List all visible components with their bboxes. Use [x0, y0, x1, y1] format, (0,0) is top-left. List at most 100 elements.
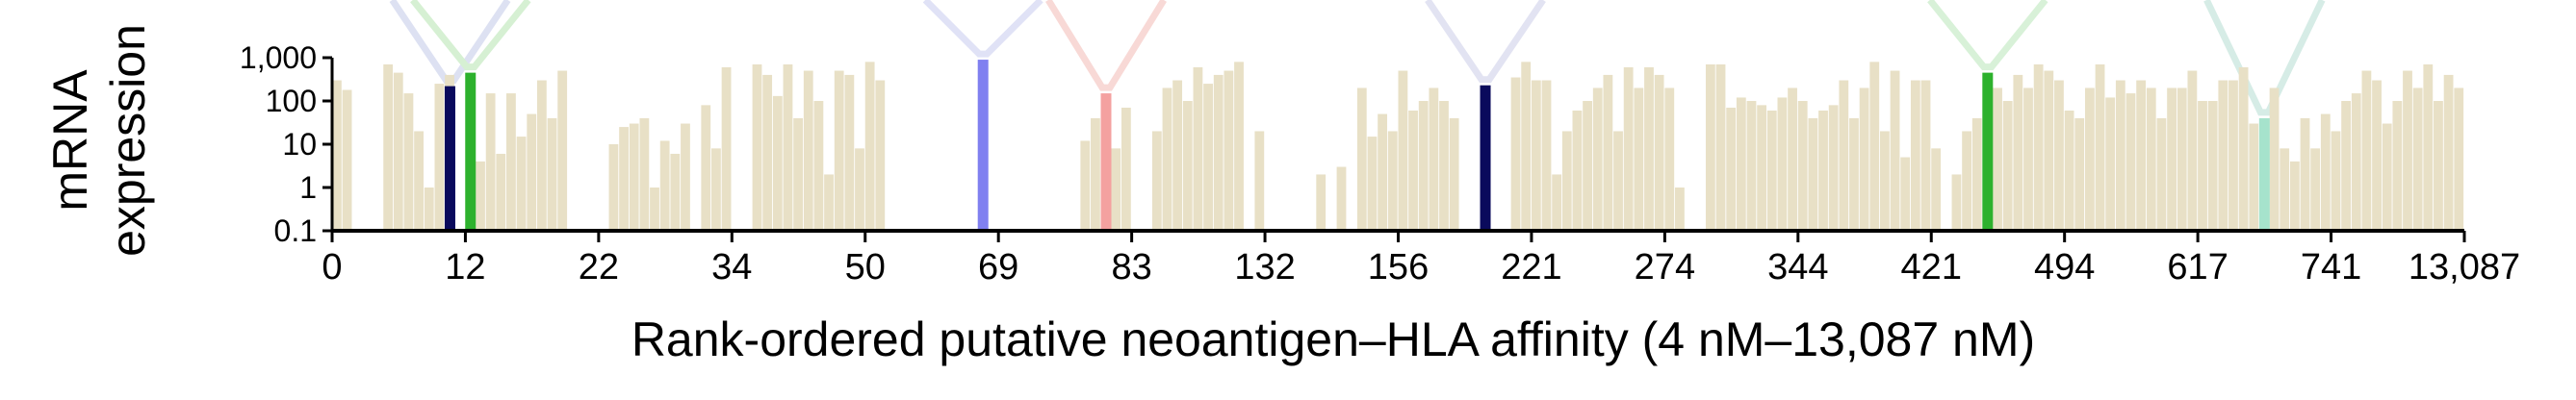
- bar: [2115, 80, 2125, 231]
- bar: [1644, 66, 1654, 231]
- bar: [2054, 80, 2064, 231]
- bar: [619, 127, 629, 231]
- bar: [1367, 137, 1378, 231]
- x-axis: 0 12 22 34 50 69 83 132 156 221 274 344 421 494 617 741…: [322, 229, 2520, 288]
- bar: [1151, 131, 1162, 231]
- highlight-bars-group: [444, 60, 2270, 232]
- bar: [650, 188, 659, 231]
- bar: [2187, 70, 2198, 231]
- bar: [1203, 84, 1213, 231]
- bar: [1797, 101, 1808, 231]
- bar: [1510, 77, 1521, 232]
- bar: [2412, 88, 2423, 231]
- x-tick-label: 741: [2301, 247, 2361, 288]
- x-tick-label: 221: [1501, 247, 1561, 288]
- bar: [721, 66, 732, 231]
- bar: [2341, 101, 2352, 231]
- bar: [2033, 63, 2044, 231]
- bar: [1336, 166, 1347, 231]
- x-axis-label: Rank-ordered putative neoantigen–HLA aff…: [631, 312, 2035, 366]
- bar: [1592, 88, 1603, 231]
- bar: [2372, 80, 2382, 231]
- y-axis: 0.1 1 10 100 1,000: [240, 40, 334, 248]
- bar: [844, 74, 855, 231]
- bar: [2125, 93, 2136, 231]
- bar: [864, 62, 875, 231]
- bar: [2351, 93, 2361, 231]
- x-tick-label: 34: [711, 247, 752, 288]
- bar: [1561, 131, 1572, 231]
- bar: [803, 70, 813, 231]
- bar: [506, 93, 516, 231]
- highlight-bar: [444, 86, 455, 231]
- y-tick-label: 100: [266, 84, 317, 118]
- bar: [1664, 88, 1675, 231]
- bar: [1091, 117, 1100, 231]
- bar: [783, 63, 793, 231]
- bar: [855, 148, 864, 231]
- x-tick-label: 421: [1901, 247, 1962, 288]
- bar: [1080, 140, 1091, 231]
- bar: [2044, 70, 2054, 231]
- bar: [1675, 188, 1685, 231]
- bar: [1408, 110, 1418, 231]
- connector-line: [1927, 0, 2048, 71]
- bar: [2198, 101, 2207, 231]
- bar: [2207, 101, 2218, 231]
- bar: [1931, 148, 1942, 231]
- bar: [1993, 88, 2002, 231]
- highlight-bar: [1480, 85, 1491, 231]
- bar: [1839, 80, 1849, 231]
- bar: [2454, 88, 2464, 231]
- bar: [1900, 157, 1911, 231]
- bar: [1172, 80, 1183, 231]
- connector-lines: [389, 0, 2326, 116]
- x-tick-label: 617: [2167, 247, 2228, 288]
- bar: [1254, 131, 1265, 231]
- bar: [639, 117, 650, 231]
- bar: [2289, 161, 2300, 231]
- bar: [2013, 74, 2023, 231]
- bar: [2177, 88, 2187, 231]
- bar: [1654, 74, 1664, 231]
- bar: [2023, 88, 2033, 231]
- bar: [1920, 80, 1931, 231]
- x-tick-label: 494: [2034, 247, 2095, 288]
- bar: [1531, 80, 1541, 231]
- bar: [2156, 117, 2167, 231]
- bar: [629, 123, 639, 231]
- bar: [1429, 88, 1439, 231]
- bar: [1111, 148, 1121, 231]
- bar: [2361, 70, 2372, 231]
- bar: [527, 113, 537, 231]
- bar: [1193, 66, 1203, 231]
- bar: [393, 72, 403, 231]
- bar: [2443, 74, 2454, 231]
- bar: [1224, 70, 1234, 231]
- bar: [1623, 66, 1634, 231]
- bar: [670, 153, 681, 231]
- x-tick-label: 156: [1368, 247, 1429, 288]
- bar: [1971, 117, 1982, 231]
- bar: [701, 105, 711, 231]
- bar: [1121, 107, 1131, 231]
- bar: [2146, 88, 2156, 231]
- bar: [2095, 63, 2105, 231]
- x-tick-label: 22: [579, 247, 619, 288]
- connector-line: [389, 0, 511, 85]
- bar: [516, 137, 527, 231]
- bar: [1234, 62, 1244, 231]
- bar: [1777, 97, 1788, 231]
- bar: [1572, 110, 1583, 231]
- bar: [536, 80, 547, 231]
- bar: [2136, 80, 2147, 231]
- bar: [1418, 101, 1429, 231]
- bar: [2269, 88, 2280, 231]
- bar: [1182, 101, 1193, 231]
- x-tick-label: 274: [1635, 247, 1695, 288]
- bar: [383, 63, 394, 231]
- connector-line: [410, 0, 531, 71]
- bar: [1910, 80, 1920, 231]
- bar: [2392, 101, 2403, 231]
